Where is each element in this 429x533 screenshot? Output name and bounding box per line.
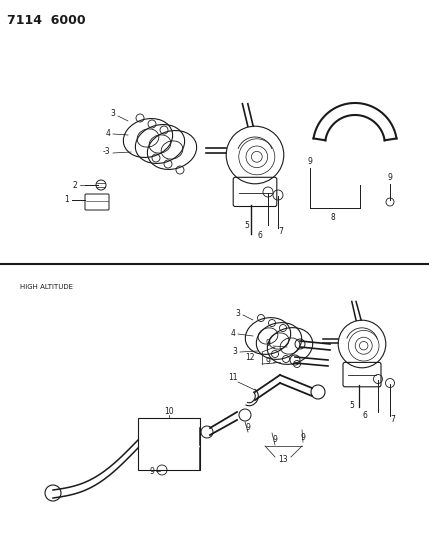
Text: 3: 3	[236, 309, 240, 318]
Text: 9: 9	[266, 358, 270, 367]
Text: 9: 9	[272, 435, 278, 445]
Text: -3: -3	[102, 148, 110, 157]
Text: 9: 9	[387, 174, 393, 182]
Text: 5: 5	[245, 221, 249, 230]
Text: 4: 4	[106, 128, 110, 138]
Text: 9: 9	[150, 467, 154, 477]
Text: 13: 13	[278, 456, 288, 464]
Text: 7: 7	[390, 416, 396, 424]
Text: 10: 10	[164, 408, 174, 416]
Text: HIGH ALTITUDE: HIGH ALTITUDE	[20, 284, 73, 290]
Text: 7: 7	[278, 228, 284, 237]
Text: 9: 9	[308, 157, 312, 166]
Text: 2: 2	[73, 181, 77, 190]
Text: 8: 8	[331, 214, 335, 222]
Text: 3: 3	[233, 346, 237, 356]
Text: 6: 6	[363, 411, 367, 421]
Bar	[138, 418, 200, 470]
Text: 5: 5	[350, 400, 354, 409]
Text: 9: 9	[245, 423, 251, 432]
Text: 3: 3	[111, 109, 115, 118]
Text: 1: 1	[65, 196, 69, 205]
Text: 4: 4	[230, 328, 236, 337]
Text: 9: 9	[301, 432, 305, 441]
Text: 11: 11	[228, 374, 238, 383]
Text: 6: 6	[257, 230, 263, 239]
Text: 9: 9	[266, 340, 270, 349]
Text: 7114  6000: 7114 6000	[7, 14, 86, 27]
Text: 12: 12	[245, 353, 255, 362]
